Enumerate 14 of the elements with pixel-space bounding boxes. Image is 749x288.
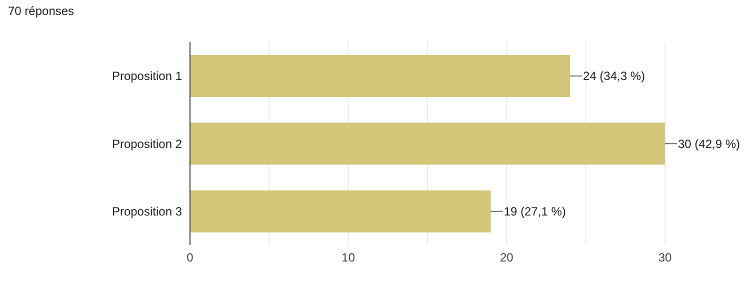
y-tick-label: Proposition 2: [112, 136, 182, 151]
data-label: 19 (27,1 %): [504, 204, 566, 219]
text: 70 réponses: [8, 4, 74, 18]
bar: [190, 122, 665, 165]
y-tick-label: Proposition 3: [112, 204, 182, 218]
x-tick-label: 20: [500, 250, 514, 265]
bar: [190, 55, 570, 97]
y-tick-label: Proposition 1: [112, 69, 182, 84]
data-label: 24 (34,3 %): [583, 69, 646, 84]
x-tick-label: 0: [186, 250, 194, 265]
data-label: 30 (42,9 %): [678, 136, 740, 151]
x-tick-label: 10: [342, 250, 356, 265]
x-tick-label: 30: [658, 250, 672, 265]
bar: [190, 190, 491, 232]
